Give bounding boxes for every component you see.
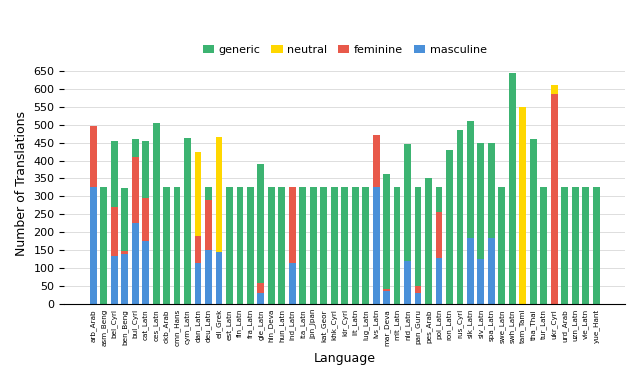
Bar bbox=[540, 187, 547, 304]
Bar bbox=[111, 256, 118, 304]
Bar bbox=[132, 223, 139, 304]
Bar bbox=[90, 127, 97, 187]
Bar bbox=[163, 187, 170, 304]
Bar bbox=[572, 187, 579, 304]
Bar bbox=[383, 289, 390, 291]
Bar bbox=[184, 138, 191, 304]
Bar bbox=[551, 94, 557, 304]
Bar bbox=[530, 139, 537, 304]
Bar bbox=[321, 187, 327, 304]
Bar bbox=[142, 198, 149, 241]
Bar bbox=[456, 130, 463, 304]
Bar bbox=[111, 207, 118, 256]
Bar bbox=[122, 254, 128, 304]
Bar bbox=[257, 293, 264, 304]
Bar bbox=[257, 283, 264, 293]
Bar bbox=[582, 187, 589, 304]
Bar bbox=[331, 187, 338, 304]
Bar bbox=[362, 187, 369, 304]
Bar bbox=[383, 174, 390, 289]
Bar bbox=[488, 142, 495, 238]
Bar bbox=[404, 144, 411, 261]
Bar bbox=[415, 187, 421, 286]
Bar bbox=[153, 123, 159, 304]
Bar bbox=[436, 212, 442, 258]
Bar bbox=[247, 187, 254, 304]
Bar bbox=[205, 250, 212, 304]
Bar bbox=[415, 286, 421, 293]
Bar bbox=[142, 141, 149, 198]
Bar bbox=[205, 200, 212, 250]
Bar bbox=[477, 142, 484, 259]
Y-axis label: Number of Translations: Number of Translations bbox=[15, 111, 28, 256]
Bar bbox=[477, 259, 484, 304]
Bar bbox=[372, 187, 380, 304]
Bar bbox=[278, 187, 285, 304]
Bar bbox=[173, 187, 180, 304]
Bar bbox=[205, 187, 212, 200]
Bar bbox=[593, 187, 600, 304]
Bar bbox=[383, 291, 390, 304]
Bar bbox=[289, 187, 296, 263]
Bar bbox=[216, 137, 222, 252]
X-axis label: Language: Language bbox=[314, 352, 376, 365]
Bar bbox=[509, 73, 516, 304]
Bar bbox=[341, 187, 348, 304]
Bar bbox=[499, 187, 505, 304]
Bar bbox=[467, 121, 474, 238]
Bar bbox=[195, 236, 202, 263]
Bar bbox=[436, 187, 442, 212]
Bar bbox=[310, 187, 317, 304]
Bar bbox=[195, 152, 202, 236]
Bar bbox=[237, 187, 243, 304]
Bar bbox=[226, 187, 233, 304]
Bar bbox=[372, 135, 380, 187]
Bar bbox=[561, 187, 568, 304]
Bar bbox=[268, 187, 275, 304]
Bar bbox=[289, 263, 296, 304]
Bar bbox=[257, 164, 264, 283]
Bar bbox=[100, 187, 107, 304]
Bar bbox=[425, 178, 432, 304]
Bar bbox=[488, 238, 495, 304]
Bar bbox=[551, 85, 557, 94]
Bar bbox=[195, 263, 202, 304]
Legend: generic, neutral, feminine, masculine: generic, neutral, feminine, masculine bbox=[198, 40, 491, 59]
Bar bbox=[394, 187, 401, 304]
Bar bbox=[404, 261, 411, 304]
Bar bbox=[90, 187, 97, 304]
Bar bbox=[467, 238, 474, 304]
Bar bbox=[142, 241, 149, 304]
Bar bbox=[122, 188, 128, 251]
Bar bbox=[415, 293, 421, 304]
Bar bbox=[352, 187, 358, 304]
Bar bbox=[216, 252, 222, 304]
Bar bbox=[520, 107, 526, 304]
Bar bbox=[436, 258, 442, 304]
Bar bbox=[446, 150, 453, 304]
Bar bbox=[132, 139, 139, 157]
Bar bbox=[111, 141, 118, 207]
Bar bbox=[122, 251, 128, 254]
Bar bbox=[132, 157, 139, 223]
Bar bbox=[300, 187, 306, 304]
